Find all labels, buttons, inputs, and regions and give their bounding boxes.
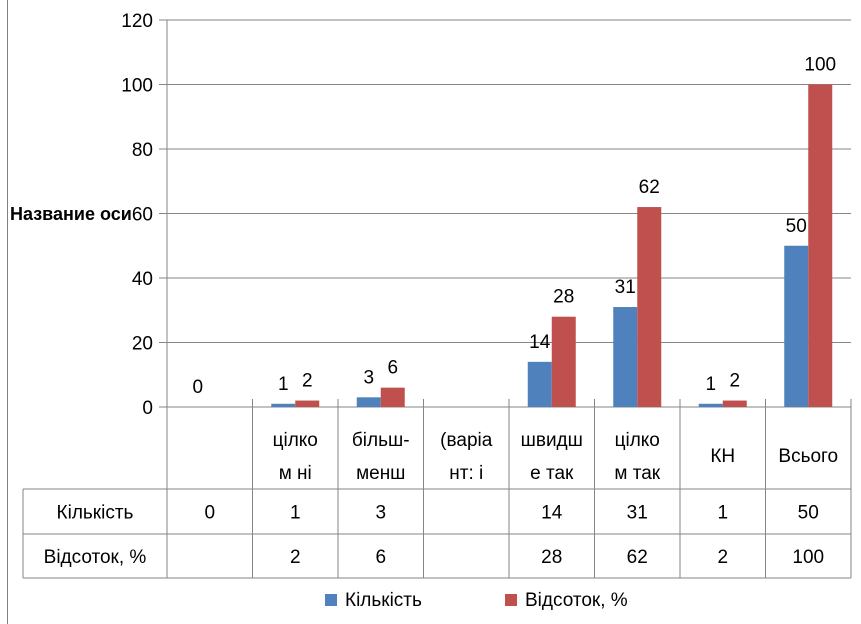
y-tick-label: 60 [132, 205, 153, 226]
table-cell: 14 [541, 503, 563, 524]
y-tick-label: 120 [121, 11, 153, 32]
legend-swatch-count [325, 594, 337, 606]
data-label: 1 [705, 374, 716, 395]
category-label: цілко [615, 430, 660, 451]
category-label: (варіа [440, 430, 493, 451]
data-label: 0 [192, 377, 203, 398]
category-label: е так [530, 463, 574, 484]
bar-count [271, 403, 296, 407]
table-cell: 100 [792, 547, 824, 568]
table-cell: 28 [541, 547, 562, 568]
bar-percent [722, 400, 747, 407]
data-label: 62 [639, 177, 660, 198]
table-cell: 62 [627, 547, 648, 568]
bar-percent [380, 387, 405, 407]
category-label: більш- [352, 430, 410, 451]
left-frame-line [7, 0, 8, 624]
data-label: 1 [278, 374, 289, 395]
bar-percent [295, 400, 320, 407]
bar-count [784, 245, 809, 407]
bar-count [527, 361, 552, 407]
y-axis-title: Название оси [10, 204, 132, 224]
category-label: КН [710, 446, 735, 467]
legend-swatch-percent [505, 594, 517, 606]
data-label: 3 [363, 367, 374, 388]
y-tick-label: 0 [142, 398, 153, 419]
category-label: Всього [778, 446, 838, 467]
legend-label: Відсоток, % [525, 590, 628, 611]
category-label: м ні [279, 463, 312, 484]
bar-count [698, 403, 723, 407]
table-row-label: Кількість [57, 503, 134, 524]
data-label: 31 [615, 277, 636, 298]
bar-percent [808, 84, 833, 407]
data-label: 50 [786, 216, 807, 237]
data-label: 100 [804, 55, 836, 76]
table-cell: 3 [375, 503, 386, 524]
bar-count [613, 307, 638, 407]
data-label: 6 [387, 358, 398, 379]
bar-count [356, 397, 381, 407]
category-label: менш [356, 463, 405, 484]
table-cell: 6 [375, 547, 386, 568]
y-tick-label: 100 [121, 76, 153, 97]
legend-label: Кількість [345, 590, 422, 611]
table-cell: 2 [717, 547, 728, 568]
y-tick-label: 20 [132, 334, 153, 355]
category-label: м так [614, 463, 660, 484]
table-cell: 1 [717, 503, 728, 524]
table-cell: 50 [798, 503, 819, 524]
category-label: нт: і [449, 463, 483, 484]
table-cell: 0 [204, 503, 215, 524]
data-label: 2 [302, 371, 313, 392]
data-label: 28 [553, 287, 574, 308]
y-tick-label: 80 [132, 140, 153, 161]
bar-percent [551, 316, 576, 407]
data-label: 14 [529, 332, 551, 353]
category-label: швидш [521, 430, 583, 451]
table-cell: 31 [627, 503, 648, 524]
table-cell: 1 [290, 503, 301, 524]
data-label: 2 [729, 371, 740, 392]
category-label: цілко [273, 430, 318, 451]
y-tick-label: 40 [132, 269, 153, 290]
table-row-label: Відсоток, % [44, 547, 147, 568]
bar-percent [637, 207, 662, 407]
table-cell: 2 [290, 547, 301, 568]
